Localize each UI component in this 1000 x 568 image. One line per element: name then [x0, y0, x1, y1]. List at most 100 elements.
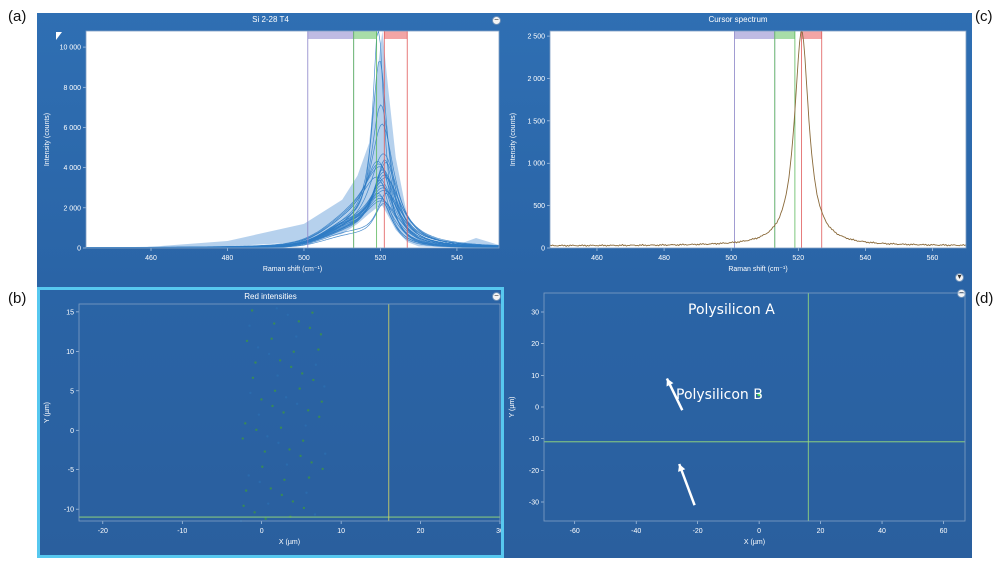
x-tick-label: -10 — [177, 528, 187, 535]
x-tick-label: 20 — [417, 528, 425, 535]
y-tick-label: 1 000 — [527, 161, 545, 168]
heatmap-speckle — [280, 493, 284, 497]
y-axis-label: Y (µm) — [509, 396, 516, 417]
heatmap-speckle — [321, 467, 324, 471]
y-tick-label: -30 — [529, 500, 539, 507]
chart-b[interactable]: -20 -10 0 10 20 30 -10 -5 0 5 10 15 X (µm) Y (µm) — [40, 290, 501, 555]
heatmap-speckle — [254, 361, 257, 364]
heatmap-speckle — [261, 465, 264, 468]
heatmap-speckle — [297, 320, 301, 323]
expand-button[interactable]: ▾ — [955, 273, 964, 282]
heatmap-speckle — [323, 452, 327, 455]
heatmap-speckle — [308, 326, 312, 330]
heatmap-speckle — [271, 404, 274, 408]
heatmap-speckle — [250, 309, 254, 312]
y-tick-label: 8 000 — [63, 85, 81, 92]
x-tick-label: 520 — [792, 255, 804, 262]
x-tick-label: 560 — [927, 255, 939, 262]
plot-frame — [78, 303, 501, 522]
x-tick-label: 40 — [878, 528, 886, 535]
panel-red-intensities[interactable]: Red intensities − -20 -10 0 10 20 30 -10 -5 0 5 10… — [37, 287, 504, 558]
y-tick-label: 4 000 — [63, 165, 81, 172]
x-tick-label: 480 — [222, 255, 234, 262]
y-tick-label: 10 000 — [60, 45, 82, 52]
y-tick-label: 2 000 — [527, 76, 545, 83]
y-axis-label: Intensity (counts) — [510, 113, 517, 166]
heatmap-speckle — [269, 487, 272, 490]
heatmap-speckle — [260, 398, 263, 401]
panel-title: Red intensities — [244, 292, 297, 301]
plot-area — [550, 31, 966, 248]
panel-spectra[interactable]: Si 2-28 T4 − 460 480 500 520 540 0 2 000 4 000 6… — [37, 13, 504, 285]
heatmap-speckle — [267, 502, 270, 505]
panel-title: Cursor spectrum — [708, 15, 768, 24]
chart-a[interactable]: 460 480 500 520 540 0 2 000 4 000 6 000 8 000 10 0… — [37, 13, 504, 285]
plot-frame — [85, 30, 500, 249]
x-tick-label: -20 — [693, 528, 703, 535]
heatmap-speckle — [255, 428, 258, 432]
minimize-button[interactable]: − — [492, 16, 501, 25]
heatmap-speckle — [285, 463, 289, 466]
heatmap-speckle — [295, 335, 298, 338]
x-tick-label: 20 — [817, 528, 825, 535]
arrow-head-icon — [666, 378, 674, 387]
x-tick-label: 460 — [145, 255, 157, 262]
y-tick-label: 0 — [541, 246, 545, 253]
heatmap-speckle — [279, 426, 283, 429]
y-tick-label: 10 — [66, 349, 74, 356]
heatmap-speckle — [244, 422, 247, 425]
heatmap-speckle — [288, 448, 291, 451]
y-axis-label: Intensity (counts) — [44, 113, 51, 166]
panel-cursor-spectrum[interactable]: Cursor spectrum 460 480 500 520 540 560 0 500 1 … — [504, 13, 972, 285]
heatmap-speckle — [283, 478, 286, 481]
cursor-pointer-icon — [56, 32, 62, 40]
heatmap-speckle — [272, 322, 276, 325]
annotation-polysilicon-a: Polysilicon A — [688, 302, 775, 318]
minimize-button[interactable]: − — [492, 292, 501, 301]
annotation-polysilicon-b: Polysilicon B — [676, 387, 763, 403]
y-tick-label: 10 — [531, 373, 539, 380]
marker-point — [757, 392, 761, 397]
x-tick-label: 460 — [591, 255, 603, 262]
y-tick-label: 6 000 — [63, 125, 81, 132]
plot-area — [86, 31, 499, 248]
x-tick-label: 520 — [375, 255, 387, 262]
heatmap-speckle — [242, 504, 245, 508]
y-tick-label: 30 — [531, 310, 539, 317]
band-purple-header — [307, 31, 354, 39]
heatmap-speckle — [266, 435, 269, 438]
x-tick-label: 540 — [860, 255, 872, 262]
heatmap-speckle — [306, 409, 310, 412]
heatmap-speckle — [273, 389, 277, 392]
x-axis-label: Raman shift (cm⁻¹) — [263, 266, 322, 273]
y-tick-label: -10 — [64, 507, 74, 514]
panel-optical-image[interactable]: − -60 -40 -20 0 20 40 60 -30 -20 -10 0 10 20 30 X (µm)… — [504, 287, 972, 558]
y-tick-label: 0 — [535, 405, 539, 412]
band-purple-header — [734, 31, 775, 39]
heatmap-speckle — [267, 352, 271, 356]
x-tick-label: 500 — [298, 255, 310, 262]
heatmap-speckle — [257, 413, 261, 416]
heatmap-speckle — [302, 506, 306, 510]
minimize-button[interactable]: − — [957, 289, 966, 298]
x-axis-label: X (µm) — [744, 539, 765, 546]
x-axis-label: X (µm) — [279, 539, 300, 546]
heatmap-speckle — [275, 307, 278, 310]
heatmap-speckle — [263, 450, 267, 453]
band-red-header — [801, 31, 822, 39]
heatmap-speckle — [301, 372, 304, 375]
y-tick-label: 20 — [531, 341, 539, 348]
band-green-header — [353, 31, 377, 39]
heatmap-speckle — [278, 359, 282, 362]
heatmap-speckle — [284, 396, 288, 399]
heatmap-speckle — [276, 374, 279, 377]
chart-c[interactable]: 460 480 500 520 540 560 0 500 1 000 1 500 2 000 2 5… — [504, 13, 972, 285]
x-tick-label: 10 — [337, 528, 345, 535]
y-axis-label: Y (µm) — [44, 402, 51, 423]
band-red-header — [384, 31, 408, 39]
panel-label-c: (c) — [975, 8, 993, 25]
y-tick-label: 15 — [66, 309, 74, 316]
heatmap-speckle — [264, 517, 267, 521]
x-tick-label: 480 — [658, 255, 670, 262]
chart-d[interactable]: -60 -40 -20 0 20 40 60 -30 -20 -10 0 10 20 30 X (µm) Y … — [504, 287, 972, 558]
